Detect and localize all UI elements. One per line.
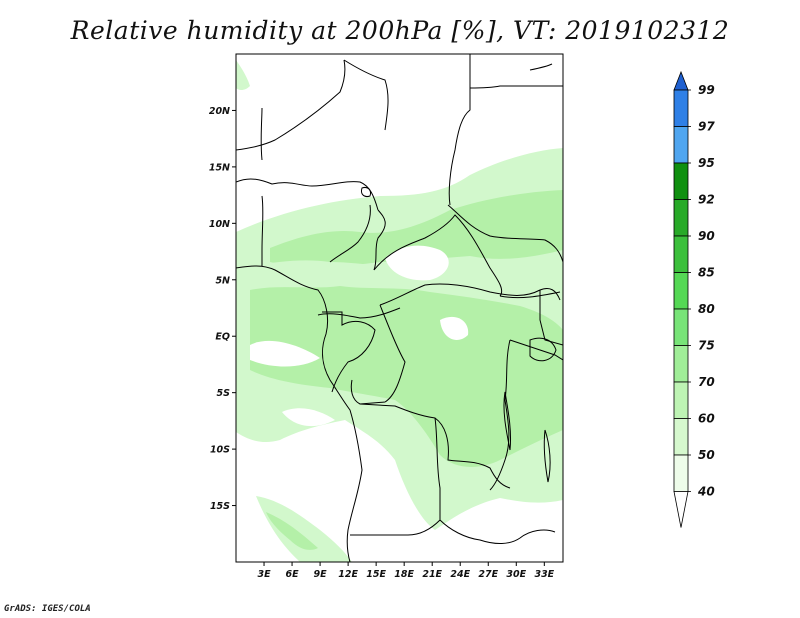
colorbar-label: 60 <box>698 412 715 426</box>
colorbar-segment <box>673 381 689 419</box>
colorbar-label: 90 <box>698 229 715 243</box>
lon-tick-label: 30E <box>506 569 526 580</box>
lake-malawi <box>543 429 551 483</box>
map-frame <box>235 53 564 563</box>
border-niger-chad <box>236 178 379 211</box>
red-sea-coast <box>529 63 553 71</box>
colorbar-label: 99 <box>698 83 715 97</box>
colorbar-label: 50 <box>698 448 715 462</box>
lon-tick-label: 33E <box>534 569 554 580</box>
border-nigeria-benin <box>261 195 264 266</box>
longitude-axis: 3E 6E 9E 12E 15E 18E 21E 24E 27E 30E 33E <box>257 562 555 580</box>
colorbar: 99 97 95 92 90 85 80 75 70 60 50 40 <box>673 70 715 528</box>
lon-tick-label: 18E <box>394 569 414 580</box>
border-drc-south <box>359 403 511 489</box>
humidity-south-wisp <box>256 496 352 562</box>
border-libya-chad <box>343 59 389 131</box>
colorbar-label: 97 <box>698 120 715 134</box>
lon-tick-label: 12E <box>338 569 358 580</box>
dry-gap-1 <box>385 245 449 281</box>
humidity-northwest-patch <box>236 60 250 90</box>
lat-tick-label: 15N <box>209 162 230 173</box>
border-tanzania <box>509 339 563 361</box>
colorbar-segment <box>673 126 689 164</box>
border-car <box>373 214 503 297</box>
humidity-central-strong <box>250 286 563 467</box>
border-chad-car <box>373 209 386 271</box>
lon-tick-label: 3E <box>257 569 271 580</box>
lat-tick-label: 15S <box>210 501 230 512</box>
humidity-band-north-strong <box>270 190 563 267</box>
lon-tick-label: 27E <box>478 569 498 580</box>
border-angola-zambia <box>350 417 441 536</box>
border-gabon-congo <box>322 311 376 393</box>
colorbar-segment <box>673 454 689 492</box>
dry-gap-3 <box>282 408 335 427</box>
lat-tick-label: 20N <box>209 106 230 117</box>
colorbar-segment <box>673 272 689 310</box>
border-libya-egypt <box>469 85 563 89</box>
colorbar-top-arrow <box>673 70 689 91</box>
map-title: Relative humidity at 200hPa [%], VT: 201… <box>70 16 730 45</box>
lake-chad <box>361 187 371 197</box>
colorbar-segment <box>673 308 689 346</box>
border-chad-sudan <box>448 54 471 206</box>
border-ss-uganda <box>499 291 561 299</box>
lake-victoria <box>529 337 557 362</box>
border-mali-niger <box>260 107 263 161</box>
lat-tick-label: 10S <box>210 445 230 456</box>
colorbar-bottom-arrow <box>673 491 689 528</box>
colorbar-segment <box>673 199 689 237</box>
border-cameroon-gabon <box>317 307 401 319</box>
dry-gap-2 <box>250 340 320 367</box>
colorbar-segment <box>673 418 689 456</box>
lon-tick-label: 9E <box>314 569 328 580</box>
border-uganda-kenya <box>539 290 563 346</box>
colorbar-segment <box>673 235 689 273</box>
colorbar-label: 40 <box>697 485 715 499</box>
humidity-shading <box>236 60 563 562</box>
lat-tick-label: EQ <box>215 332 230 343</box>
humidity-south-wisp-strong <box>266 512 318 550</box>
colorbar-segment <box>673 345 689 383</box>
colorbar-label: 75 <box>698 339 715 353</box>
colorbar-label: 70 <box>698 375 715 389</box>
lat-tick-label: 5N <box>215 275 230 286</box>
border-drc-east <box>489 339 511 491</box>
lon-tick-label: 15E <box>366 569 386 580</box>
country-borders <box>236 54 563 562</box>
border-drc-west <box>350 304 406 405</box>
lon-tick-label: 21E <box>422 569 442 580</box>
border-sudan-ss <box>447 204 563 263</box>
colorbar-segment <box>673 162 689 200</box>
border-drc-north <box>379 283 561 306</box>
border-algeria-niger <box>236 59 346 151</box>
lon-tick-label: 24E <box>450 569 470 580</box>
dry-gap-4 <box>440 316 469 340</box>
border-zambia <box>439 519 556 544</box>
latitude-axis: 20N 15N 10N 5N EQ 5S 10S 15S <box>209 106 236 512</box>
colorbar-label: 92 <box>698 193 715 207</box>
colorbar-label: 80 <box>698 302 715 316</box>
lat-tick-label: 5S <box>217 388 231 399</box>
coastline-west <box>236 265 363 562</box>
lat-tick-label: 10N <box>209 219 230 230</box>
lon-tick-label: 6E <box>286 569 300 580</box>
colorbar-label: 95 <box>698 156 715 170</box>
colorbar-label: 85 <box>698 266 715 280</box>
colorbar-segment <box>673 89 689 127</box>
border-nigeria-cameroon <box>329 204 371 263</box>
grads-credit: GrADS: IGES/COLA <box>4 604 91 614</box>
lake-tanganyika <box>503 391 511 451</box>
